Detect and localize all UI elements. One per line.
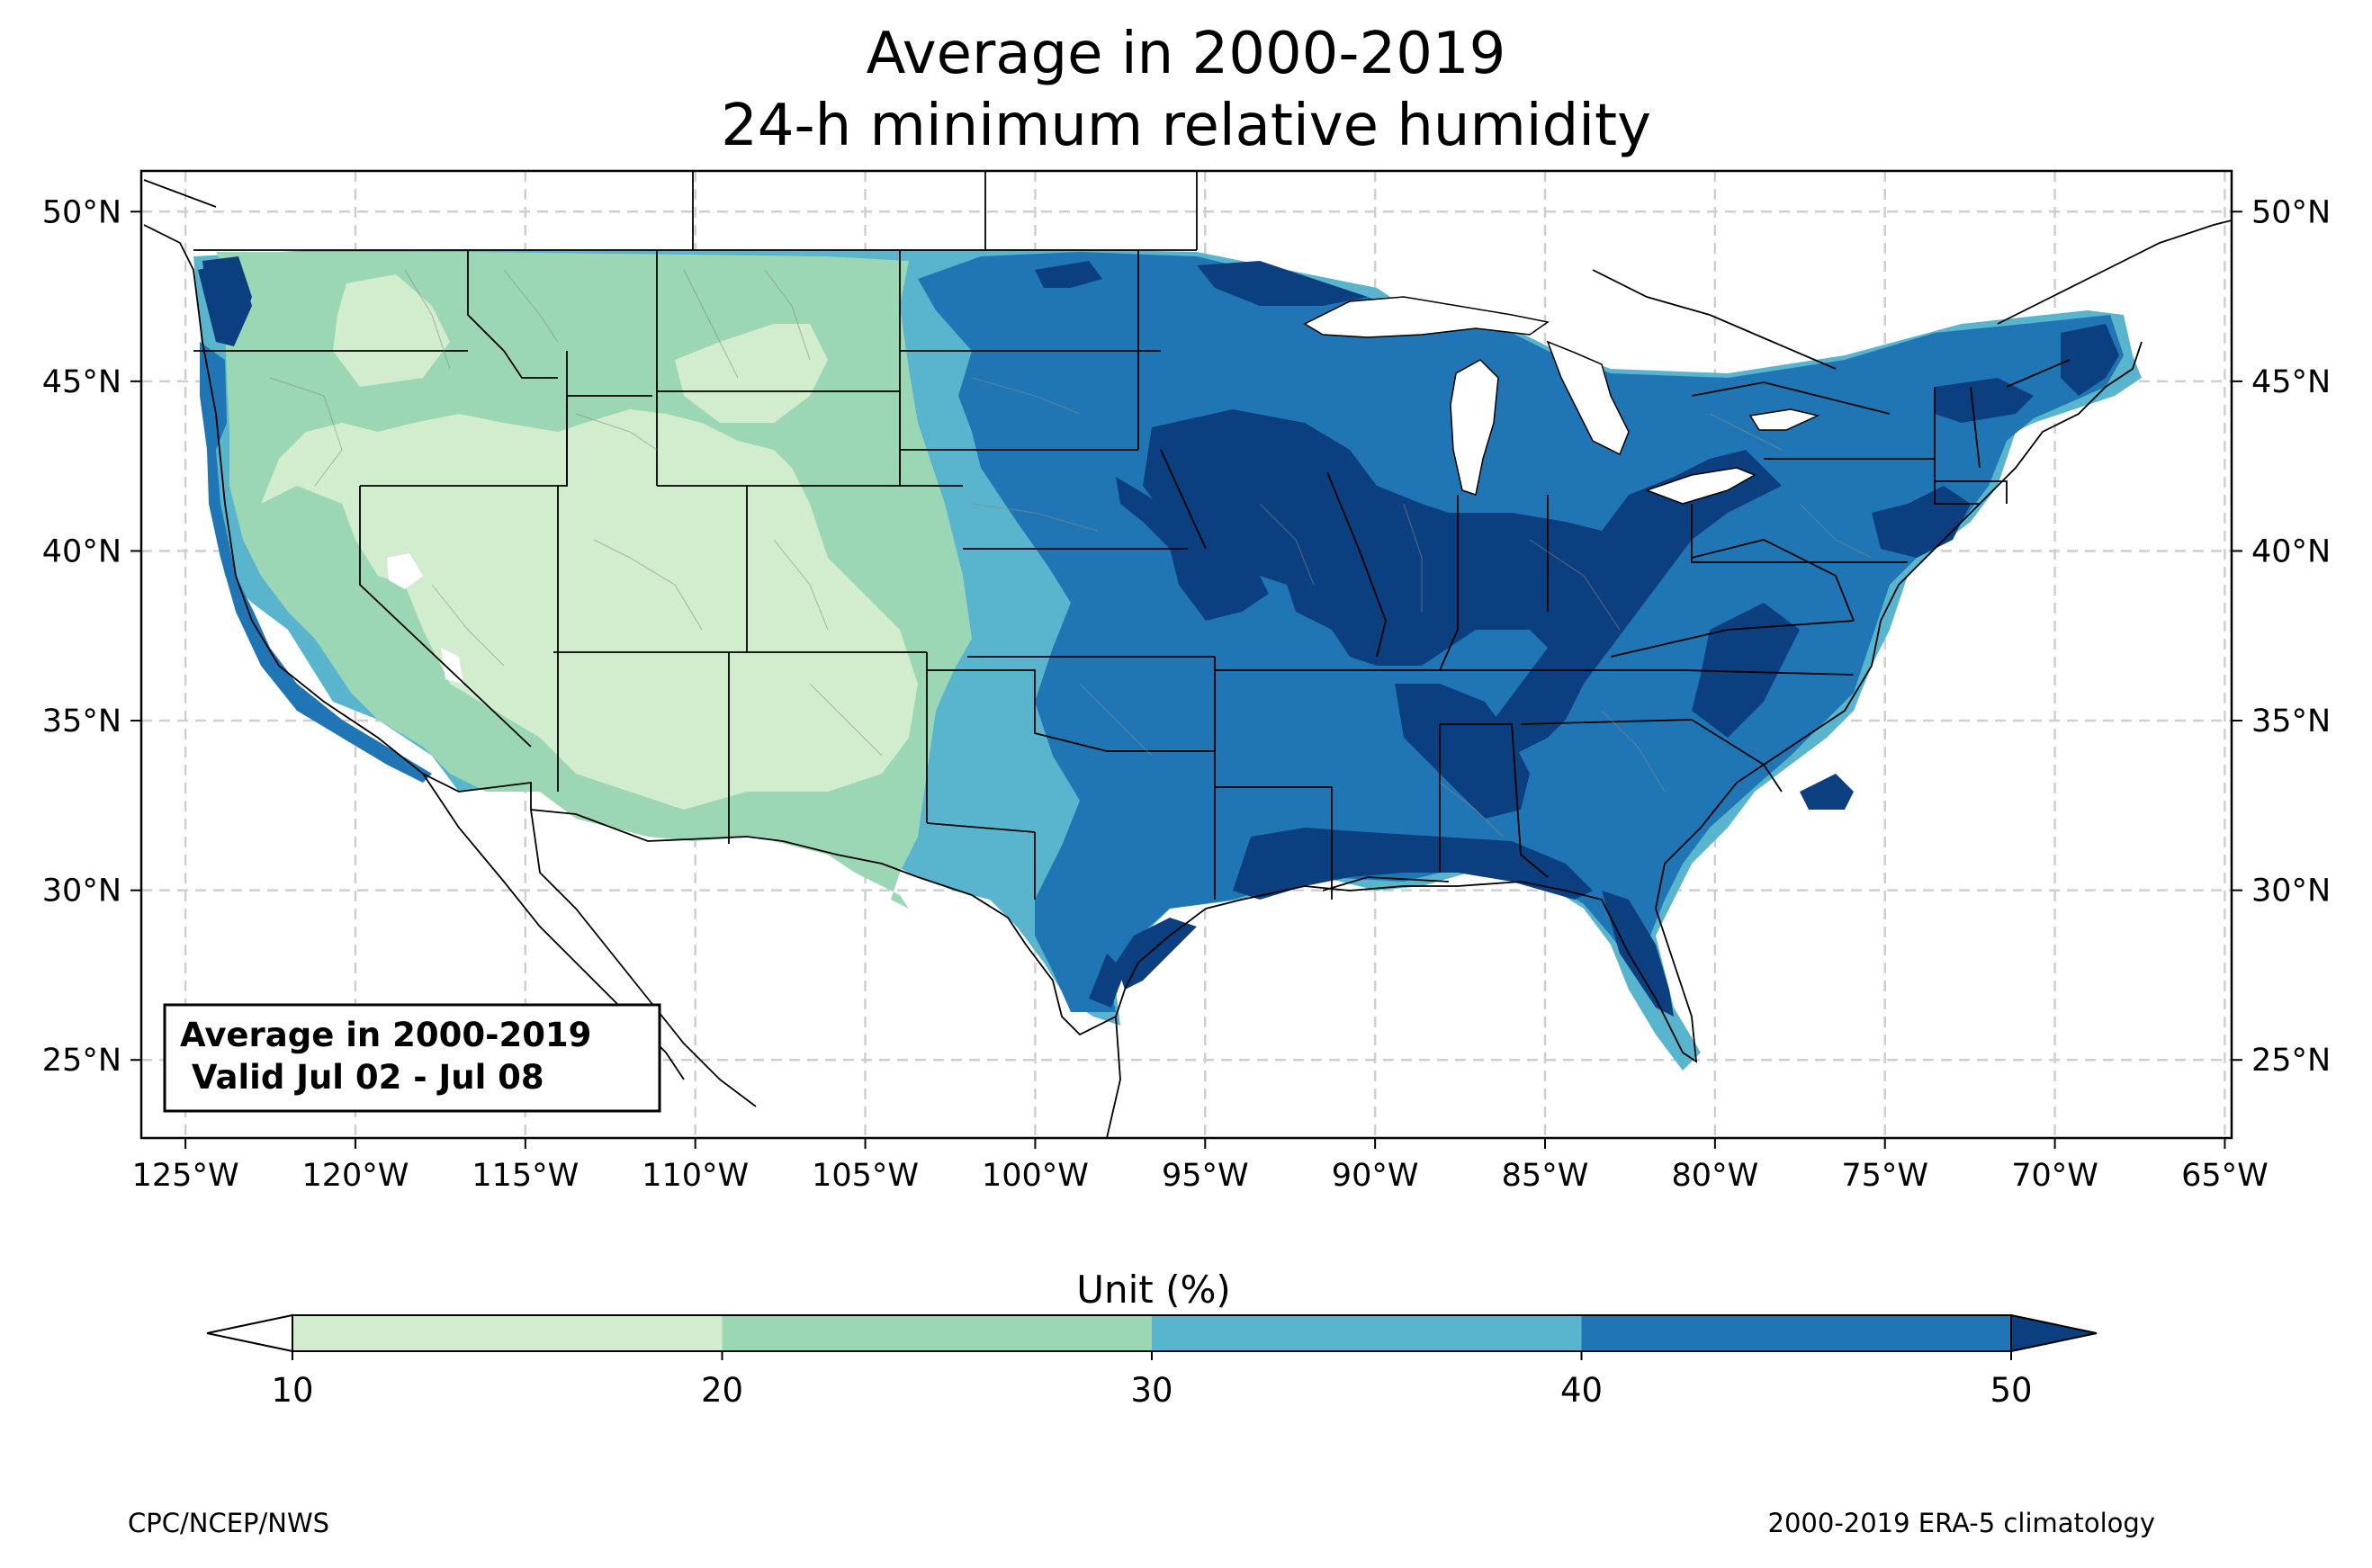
political-boundaries [143,171,2232,1138]
lon-tick-label: 70°W [2011,1158,2098,1194]
lon-tick-label: 125°W [132,1158,239,1194]
info-box-line-2: Valid Jul 02 - Jul 08 [180,1058,544,1097]
lat-tick-label-right: 40°N [2251,533,2331,569]
band-above-50 [202,256,2119,1017]
colorbar-label: Unit (%) [1076,1268,1231,1312]
lat-tick-label-left: 40°N [42,533,121,569]
lon-tick-label: 100°W [982,1158,1089,1194]
band-40-50-coast [200,342,432,783]
lat-tick-label-left: 50°N [42,194,121,230]
lon-tick-label: 110°W [642,1158,749,1194]
colorbar: Unit (%) 10 20 30 40 50 [206,1268,2098,1410]
lon-tick-label: 65°W [2181,1158,2269,1194]
colorbar-extend-min [206,1313,293,1353]
colorbar-tick-label: 50 [1990,1371,2032,1410]
county-lines [269,269,1873,838]
axis-ticks [130,211,2242,1149]
colorbar-segments [206,1313,2098,1353]
lon-tick-label: 120°W [302,1158,409,1194]
lon-tick-label: 105°W [812,1158,919,1194]
colorbar-tick-label: 40 [1560,1371,1603,1410]
lat-tick-label-right: 35°N [2251,703,2331,739]
lat-tick-label-right: 45°N [2251,364,2331,400]
colorbar-segment [1581,1315,2011,1351]
lon-tick-label: 90°W [1332,1158,1419,1194]
lat-tick-label-left: 35°N [42,703,121,739]
axis-labels: 125°W 120°W 115°W 110°W 105°W 100°W 95°W 90°W 85… [42,194,2331,1194]
lat-tick-label-right: 30°N [2251,874,2331,909]
lon-tick-label: 115°W [472,1158,579,1194]
great-lakes [1303,296,1820,505]
band-above-50-pnw [198,261,252,346]
info-box: Average in 2000-2019 Valid Jul 02 - Jul … [163,1003,661,1113]
footer-left: CPC/NCEP/NWS [128,1508,329,1538]
lat-tick-label-right: 25°N [2251,1043,2331,1079]
colorbar-extend-max [2010,1313,2098,1353]
lat-tick-label-right: 50°N [2251,194,2331,230]
map-panel [141,171,2232,1138]
lat-tick-label-left: 45°N [42,364,121,400]
colorbar-segment [292,1315,723,1351]
lat-tick-label-left: 25°N [42,1043,121,1079]
colorbar-tick-label: 20 [701,1371,743,1410]
colorbar-ticks: 10 20 30 40 50 [271,1351,2033,1410]
lon-tick-label: 95°W [1162,1158,1249,1194]
colorbar-tick-label: 30 [1130,1371,1173,1410]
lon-tick-label: 80°W [1672,1158,1759,1194]
map-frame [139,169,2233,1140]
colorbar-segment [722,1315,1152,1351]
band-below-10 [387,553,463,684]
colorbar-segment [1152,1315,1582,1351]
lon-tick-label: 85°W [1502,1158,1589,1194]
title-line-1: Average in 2000-2019 [867,21,1506,87]
humidity-field [193,249,2142,1071]
title-line-2: 24-h minimum relative humidity [721,93,1651,159]
lat-tick-label-left: 30°N [42,874,121,909]
colorbar-tick-label: 10 [271,1371,313,1410]
lon-tick-label: 75°W [1841,1158,1928,1194]
info-box-line-1: Average in 2000-2019 [180,1016,591,1054]
band-10-20-west [261,274,918,810]
footer-right: 2000-2019 ERA-5 climatology [1768,1508,2155,1538]
